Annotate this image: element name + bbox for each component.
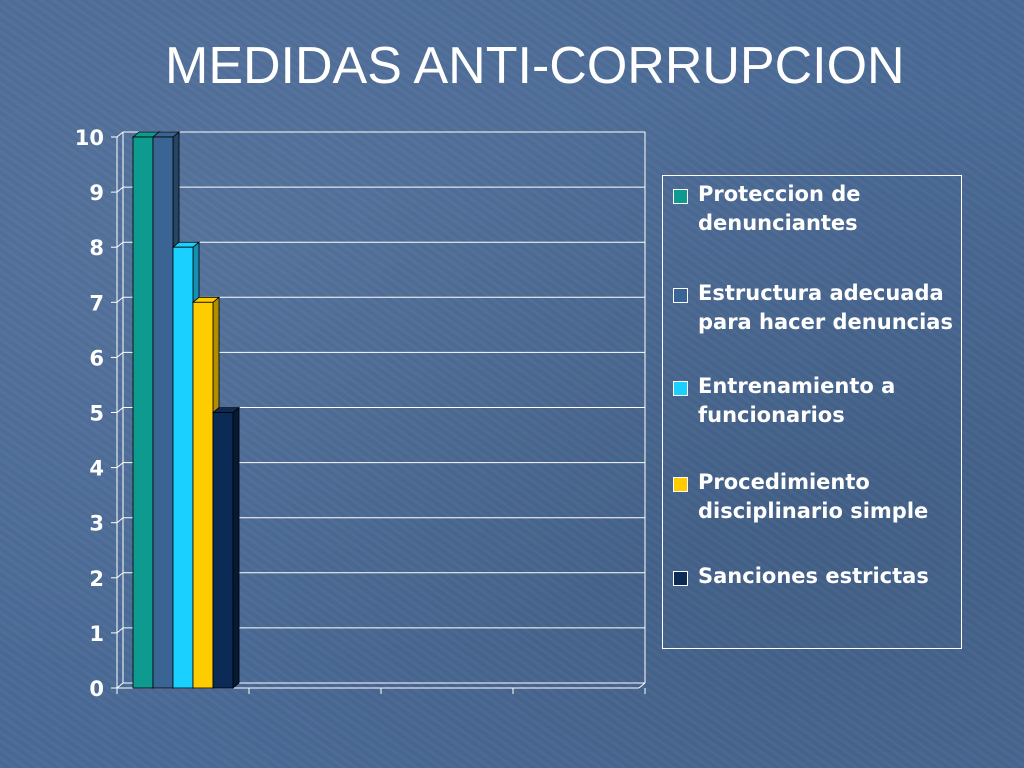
gridline-side xyxy=(116,462,124,468)
bar-side xyxy=(232,406,240,689)
bar-front xyxy=(212,412,234,689)
legend-item: Proteccion de denunciantes xyxy=(673,180,958,238)
bars-layer xyxy=(131,131,241,689)
gridline-side xyxy=(116,627,124,634)
y-tick-label: 2 xyxy=(89,567,104,591)
bar-front xyxy=(132,136,154,689)
y-tick-label: 7 xyxy=(89,291,104,315)
legend-swatch xyxy=(673,288,688,303)
legend-item: Procedimiento disciplinario simple xyxy=(673,468,958,526)
gridline-side xyxy=(116,296,124,303)
axis-layer: 0 1 2 3 4 5 6 7 8 9 10 xyxy=(75,126,646,701)
y-tick-label: 10 xyxy=(75,126,104,150)
gridline-side xyxy=(116,131,124,138)
bar xyxy=(211,406,241,689)
bar-front xyxy=(172,246,194,689)
gridline-side xyxy=(116,682,124,689)
legend-item: Entrenamiento a funcionarios xyxy=(673,372,958,430)
y-tick-label: 5 xyxy=(89,402,104,426)
legend-swatch xyxy=(673,571,688,586)
bar-front xyxy=(192,301,214,689)
gridline-side xyxy=(116,517,124,524)
gridline-side xyxy=(116,241,124,248)
chart-legend: Proteccion de denunciantes Estructura ad… xyxy=(662,175,962,649)
legend-swatch xyxy=(673,381,688,396)
legend-label: Entrenamiento a funcionarios xyxy=(698,374,896,427)
legend-label: Sanciones estrictas xyxy=(698,564,929,588)
legend-swatch xyxy=(673,477,688,492)
y-tick-label: 9 xyxy=(89,181,104,205)
y-tick-label: 3 xyxy=(89,512,104,536)
legend-item: Sanciones estrictas xyxy=(673,562,958,591)
y-tick-label: 1 xyxy=(89,622,104,646)
gridline-side xyxy=(116,186,124,193)
legend-label: Proteccion de denunciantes xyxy=(698,182,861,235)
floor-edge xyxy=(638,682,646,689)
y-tick-label: 8 xyxy=(89,236,104,260)
bar-front xyxy=(152,136,174,689)
y-tick-label: 0 xyxy=(89,677,104,701)
gridline-side xyxy=(116,407,124,413)
gridline-side xyxy=(116,572,124,579)
legend-swatch xyxy=(673,189,688,204)
y-tick-label: 6 xyxy=(89,346,104,370)
legend-label: Procedimiento disciplinario simple xyxy=(698,470,929,523)
legend-label: Estructura adecuada para hacer denuncias xyxy=(698,281,953,334)
y-tick-label: 4 xyxy=(89,457,104,481)
legend-item: Estructura adecuada para hacer denuncias xyxy=(673,279,958,337)
slide-title: MEDIDAS ANTI-CORRUPCION xyxy=(165,37,905,95)
gridline-side xyxy=(116,352,124,358)
